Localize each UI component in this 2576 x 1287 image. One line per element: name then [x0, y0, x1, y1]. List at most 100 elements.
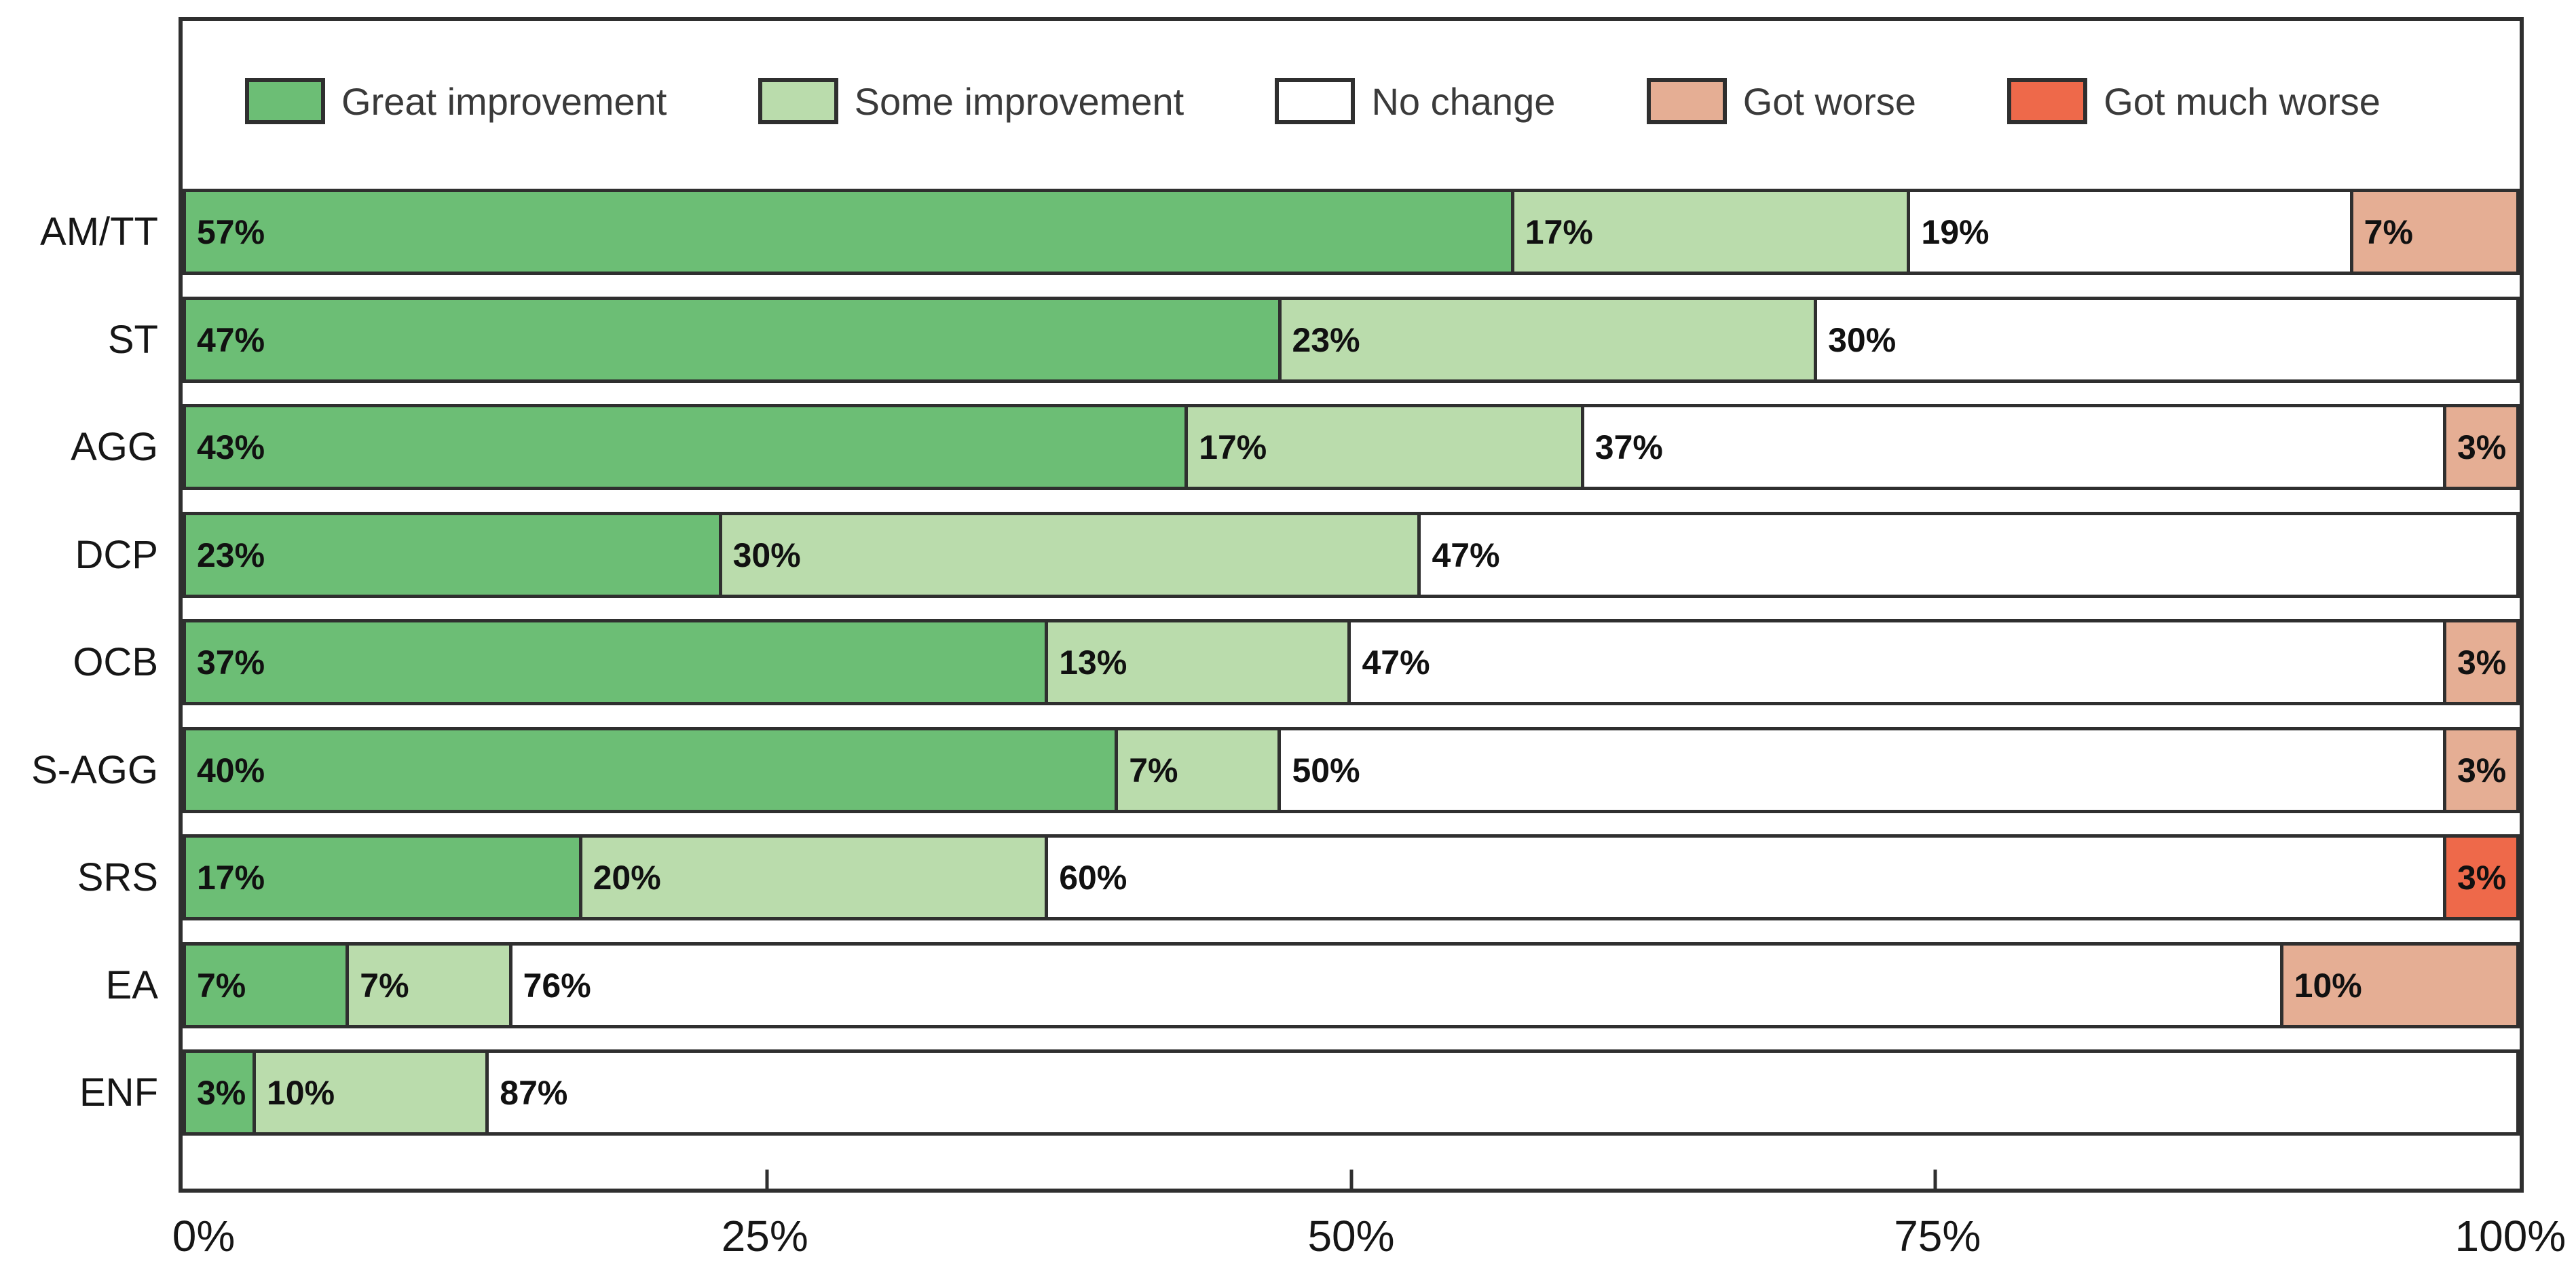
- bar-segment-no-change: 87%: [489, 1053, 2516, 1132]
- segment-value-label: 87%: [500, 1073, 568, 1112]
- segment-value-label: 3%: [2457, 751, 2507, 789]
- x-axis-tick-label: 0%: [172, 1212, 236, 1261]
- stacked-bar: 17% 20% 60% 3%: [183, 834, 2520, 920]
- bar-segment-great-improvement: 23%: [186, 515, 722, 595]
- legend-swatch-icon: [245, 78, 325, 124]
- legend-item-great-improvement: Great improvement: [245, 78, 667, 124]
- stacked-bar: 43% 17% 37% 3%: [183, 404, 2520, 490]
- bar-segment-some-improvement: 23%: [1281, 300, 1818, 379]
- segment-value-label: 19%: [1921, 212, 1990, 251]
- x-axis-tick-mark: [1933, 1170, 1937, 1189]
- bar-segment-great-improvement: 40%: [186, 730, 1119, 810]
- bar-row-s-agg: S-AGG 40% 7% 50% 3%: [31, 727, 2520, 813]
- category-label: OCB: [73, 640, 158, 684]
- segment-value-label: 40%: [197, 751, 265, 789]
- category-label: AM/TT: [40, 210, 158, 254]
- bar-row-enf: ENF 3% 10% 87%: [79, 1049, 2520, 1136]
- bar-segment-some-improvement: 20%: [582, 838, 1049, 917]
- bar-segment-no-change: 76%: [512, 946, 2283, 1025]
- legend-item-got-worse: Got worse: [1646, 78, 1916, 124]
- legend-label: Some improvement: [854, 79, 1184, 123]
- bar-segment-got-much-worse: 3%: [2446, 838, 2516, 917]
- segment-value-label: 10%: [2294, 966, 2362, 1005]
- bar-segment-no-change: 60%: [1048, 838, 2446, 917]
- stacked-bar: 3% 10% 87%: [183, 1049, 2520, 1136]
- x-axis-tick-label: 100%: [2454, 1212, 2566, 1261]
- legend-item-no-change: No change: [1275, 78, 1555, 124]
- legend-swatch-icon: [758, 78, 838, 124]
- stacked-bar: 37% 13% 47% 3%: [183, 619, 2520, 705]
- bar-segment-got-worse: 7%: [2353, 192, 2516, 272]
- bar-segment-great-improvement: 57%: [186, 192, 1514, 272]
- segment-value-label: 13%: [1059, 643, 1127, 682]
- bar-segment-got-worse: 10%: [2283, 946, 2516, 1025]
- bar-segment-some-improvement: 17%: [1188, 407, 1584, 487]
- bar-segment-no-change: 37%: [1584, 407, 2446, 487]
- legend-label: Got worse: [1742, 79, 1916, 123]
- segment-value-label: 47%: [1432, 536, 1500, 574]
- legend: Great improvement Some improvement No chan…: [245, 78, 2381, 124]
- bar-segment-some-improvement: 7%: [1118, 730, 1282, 810]
- segment-value-label: 23%: [1292, 320, 1360, 359]
- stacked-bar: 7% 7% 76% 10%: [183, 942, 2520, 1028]
- x-axis-tick-mark: [1349, 1170, 1353, 1189]
- legend-swatch-icon: [2007, 78, 2088, 124]
- stacked-bar: 23% 30% 47%: [183, 512, 2520, 598]
- segment-value-label: 10%: [266, 1073, 335, 1112]
- stacked-bar: 47% 23% 30%: [183, 297, 2520, 383]
- bar-segment-got-worse: 3%: [2446, 622, 2516, 702]
- segment-value-label: 7%: [2364, 212, 2413, 251]
- segment-value-label: 30%: [732, 536, 801, 574]
- segment-value-label: 3%: [2457, 643, 2507, 682]
- bar-segment-no-change: 19%: [1910, 192, 2353, 272]
- legend-swatch-icon: [1275, 78, 1356, 124]
- legend-label: No change: [1371, 79, 1556, 123]
- segment-value-label: 57%: [197, 212, 265, 251]
- bar-segment-great-improvement: 7%: [186, 946, 350, 1025]
- bar-segment-no-change: 50%: [1281, 730, 2446, 810]
- bar-row-agg: AGG 43% 17% 37% 3%: [71, 404, 2520, 490]
- segment-value-label: 37%: [1594, 428, 1663, 466]
- bar-segment-great-improvement: 43%: [186, 407, 1189, 487]
- segment-value-label: 7%: [197, 966, 246, 1005]
- bar-segment-some-improvement: 13%: [1048, 622, 1351, 702]
- segment-value-label: 47%: [1362, 643, 1430, 682]
- segment-value-label: 7%: [360, 966, 409, 1005]
- segment-value-label: 17%: [1199, 428, 1267, 466]
- segment-value-label: 47%: [197, 320, 265, 359]
- segment-value-label: 17%: [1525, 212, 1593, 251]
- legend-item-got-much-worse: Got much worse: [2007, 78, 2381, 124]
- bar-segment-no-change: 47%: [1421, 515, 2516, 595]
- bar-segment-great-improvement: 37%: [186, 622, 1049, 702]
- bar-segment-no-change: 47%: [1351, 622, 2446, 702]
- legend-swatch-icon: [1646, 78, 1727, 124]
- bar-segment-great-improvement: 3%: [186, 1053, 256, 1132]
- segment-value-label: 43%: [197, 428, 265, 466]
- segment-value-label: 30%: [1828, 320, 1897, 359]
- segment-value-label: 76%: [523, 966, 591, 1005]
- segment-value-label: 20%: [593, 858, 661, 897]
- segment-value-label: 37%: [197, 643, 265, 682]
- plot-area: Great improvement Some improvement No chan…: [31, 17, 2524, 1193]
- stacked-bar: 40% 7% 50% 3%: [183, 727, 2520, 813]
- bar-row-ea: EA 7% 7% 76% 10%: [106, 942, 2520, 1028]
- category-label: DCP: [75, 533, 158, 577]
- bar-segment-great-improvement: 47%: [186, 300, 1282, 379]
- legend-label: Got much worse: [2104, 79, 2381, 123]
- segment-value-label: 50%: [1292, 751, 1360, 789]
- category-label: EA: [105, 963, 158, 1007]
- category-label: AGG: [71, 425, 158, 469]
- x-axis-tick-labels: 0% 25% 50% 75% 100%: [172, 1211, 2566, 1265]
- stacked-bar: 57% 17% 19% 7%: [183, 189, 2520, 275]
- segment-value-label: 17%: [197, 858, 265, 897]
- x-axis-tick-label: 75%: [1894, 1212, 1981, 1261]
- bar-segment-no-change: 30%: [1817, 300, 2516, 379]
- bar-row-ocb: OCB 37% 13% 47% 3%: [73, 619, 2520, 705]
- category-label: SRS: [77, 855, 158, 899]
- bar-row-dcp: DCP 23% 30% 47%: [75, 512, 2520, 598]
- segment-value-label: 23%: [197, 536, 265, 574]
- bar-row-st: ST 47% 23% 30%: [108, 297, 2520, 383]
- segment-value-label: 3%: [2457, 858, 2507, 897]
- x-axis-tick-label: 25%: [721, 1212, 808, 1261]
